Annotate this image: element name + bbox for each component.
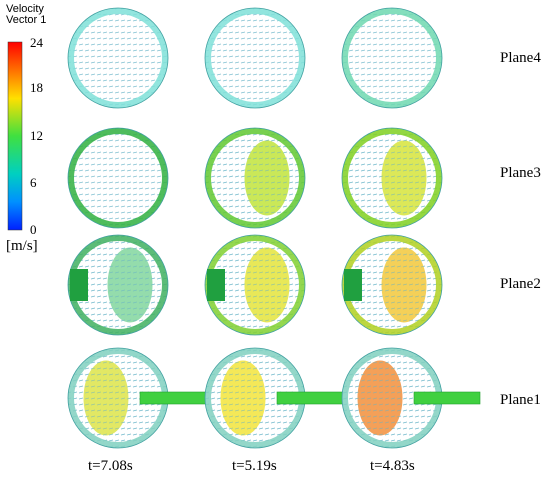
plane-label-2: Plane2 <box>500 276 541 292</box>
legend-title-line2: Vector 1 <box>6 14 47 26</box>
colorbar-tick-12: 12 <box>30 128 43 143</box>
disc-plane3-2 <box>204 127 306 229</box>
disc-plane2-3 <box>341 234 443 336</box>
plane-label-1: Plane1 <box>500 392 541 408</box>
disc-plane4-1 <box>67 7 169 109</box>
colorbar-tick-18: 18 <box>30 80 43 95</box>
colorbar-unit: [m/s] <box>6 238 38 254</box>
colorbar-tick-0: 0 <box>30 222 37 237</box>
disc-plane1-3 <box>341 347 481 449</box>
time-label-3: t=4.83s <box>370 458 415 474</box>
disc-plane1-2 <box>204 347 344 449</box>
legend-title-line1: Velocity <box>6 3 44 15</box>
time-label-2: t=5.19s <box>232 458 277 474</box>
disc-plane4-3 <box>341 7 443 109</box>
plane-label-3: Plane3 <box>500 165 541 181</box>
colorbar <box>7 41 23 231</box>
colorbar-tick-24: 24 <box>30 35 43 50</box>
colorbar-tick-6: 6 <box>30 175 37 190</box>
disc-plane3-3 <box>341 127 443 229</box>
disc-plane1-1 <box>67 347 207 449</box>
time-label-1: t=7.08s <box>88 458 133 474</box>
disc-plane3-1 <box>67 127 169 229</box>
disc-plane2-2 <box>204 234 306 336</box>
disc-plane4-2 <box>204 7 306 109</box>
plane-label-4: Plane4 <box>500 50 541 66</box>
disc-plane2-1 <box>67 234 169 336</box>
